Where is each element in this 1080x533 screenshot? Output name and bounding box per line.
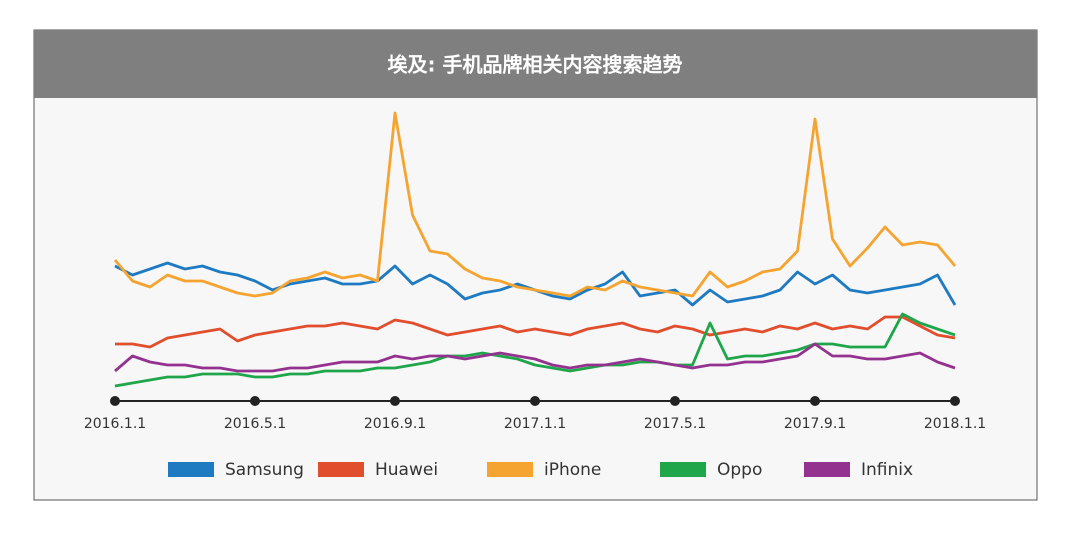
x-tick-label: 2017.1.1 xyxy=(504,416,566,432)
series-line xyxy=(115,315,956,349)
legend-swatch xyxy=(168,462,214,477)
legend-label: Samsung xyxy=(225,460,304,480)
header xyxy=(34,30,1037,98)
x-tick-label: 2016.1.1 xyxy=(84,416,146,432)
x-tick-label: 2018.1.1 xyxy=(924,416,986,432)
axis-dot xyxy=(250,396,260,406)
axis-dot xyxy=(110,396,120,406)
x-tick-label: 2016.9.1 xyxy=(364,416,426,432)
legend-swatch xyxy=(487,462,533,477)
x-tick-label: 2017.9.1 xyxy=(784,416,846,432)
legend-label: Oppo xyxy=(717,460,762,480)
axis-dot xyxy=(670,396,680,406)
legend-label: Huawei xyxy=(375,460,438,480)
axis-dot xyxy=(950,396,960,406)
legend-label: Infinix xyxy=(861,460,913,480)
series-line xyxy=(113,111,957,298)
axis-dot xyxy=(530,396,540,406)
x-tick-label: 2016.5.1 xyxy=(224,416,286,432)
series-line xyxy=(114,342,956,373)
axis-dot xyxy=(390,396,400,406)
chart-title: 埃及: 手机品牌相关内容搜索趋势 xyxy=(388,53,683,77)
legend-swatch xyxy=(804,462,850,477)
legend-label: iPhone xyxy=(544,460,601,480)
axis-dot xyxy=(810,396,820,406)
legend-swatch xyxy=(660,462,706,477)
legend-swatch xyxy=(318,462,364,477)
x-tick-label: 2017.5.1 xyxy=(644,416,706,432)
